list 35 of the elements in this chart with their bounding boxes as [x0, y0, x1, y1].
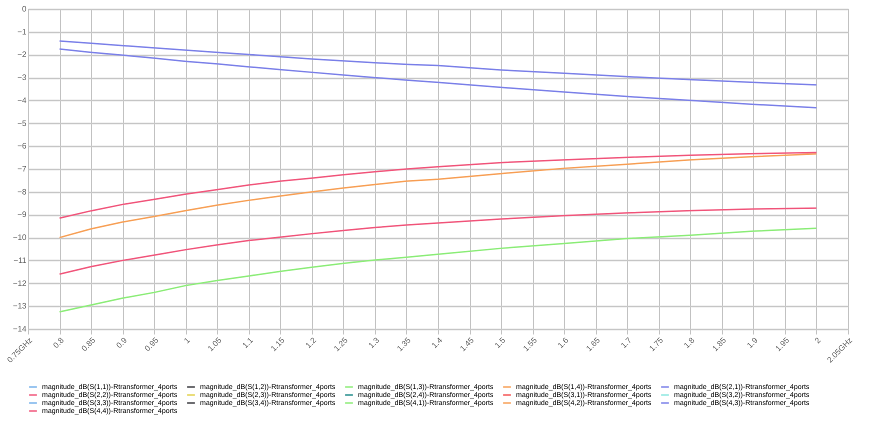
x-tick-label: 1 — [182, 335, 192, 346]
x-tick-label: 0.8 — [51, 335, 66, 350]
y-tick-label: −1 — [17, 27, 28, 36]
x-tick-label: 1.3 — [366, 335, 382, 350]
y-tick-label: 0 — [22, 4, 28, 14]
y-tick-label: −13 — [12, 302, 28, 311]
x-tick-label: 1.2 — [304, 335, 318, 350]
x-tick-label: 1.9 — [745, 335, 760, 350]
line-series — [58, 153, 818, 238]
y-tick-label: −5 — [17, 118, 28, 128]
y-tick-label: −3 — [17, 73, 28, 82]
line-series — [58, 227, 818, 313]
y-tick-label: −14 — [12, 324, 28, 334]
x-tick-label: 1.7 — [619, 335, 634, 350]
x-tick-label: 2 — [813, 335, 824, 346]
line-series — [58, 40, 818, 86]
x-tick-label: 1.1 — [240, 335, 256, 350]
line-series — [58, 48, 818, 108]
x-tick-label: 1.6 — [556, 335, 571, 350]
y-tick-label: −11 — [14, 256, 28, 265]
y-tick-label: −6 — [17, 142, 28, 151]
y-tick-label: −12 — [12, 278, 28, 288]
x-tick-label: 0.95 — [142, 335, 161, 354]
y-tick-label: −8 — [17, 187, 28, 196]
x-tick-label: 1.4 — [430, 335, 445, 350]
x-tick-label: 0.9 — [114, 335, 130, 350]
line-series — [58, 152, 818, 219]
y-tick-label: −2 — [17, 50, 28, 60]
x-tick-label: 1.5 — [493, 335, 508, 350]
y-tick-label: −9 — [17, 210, 28, 220]
line-series — [58, 207, 818, 275]
y-tick-label: −7 — [17, 164, 28, 174]
y-tick-label: −4 — [17, 96, 28, 105]
x-tick-label: 1.8 — [682, 335, 697, 350]
y-tick-label: −10 — [12, 233, 28, 242]
